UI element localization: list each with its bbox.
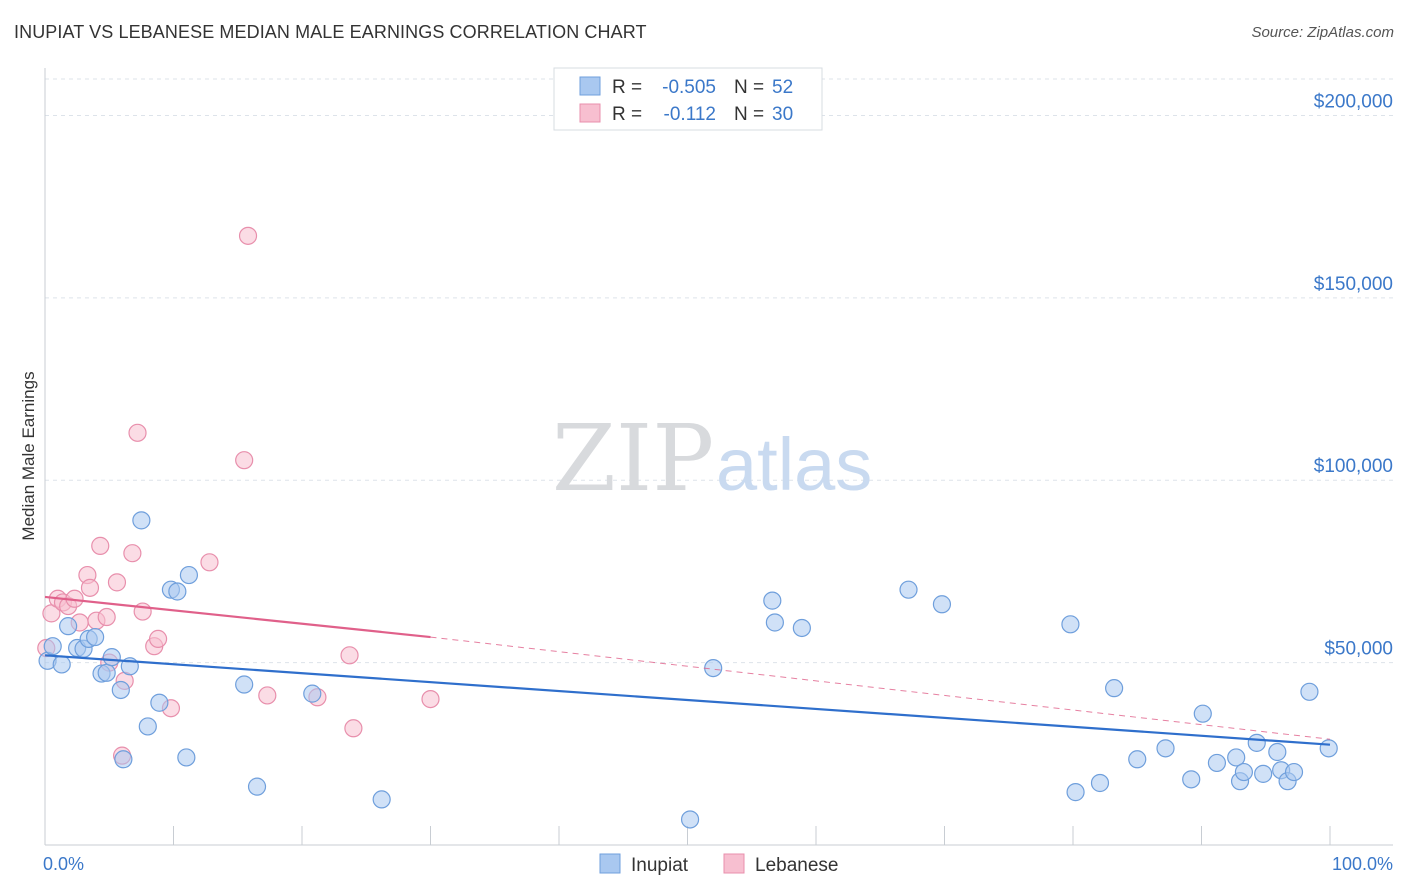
- legend-n-label: N =: [734, 104, 764, 125]
- inupiat-point: [1207, 753, 1227, 773]
- y-tick-label: $100,000: [1314, 456, 1393, 477]
- x-tick-label-min: 0.0%: [43, 854, 84, 874]
- inupiat-point: [1284, 762, 1304, 782]
- inupiat-point: [59, 617, 78, 636]
- inupiat-point: [102, 648, 121, 667]
- inupiat-point: [138, 717, 157, 736]
- legend-n-value-inupiat: 52: [772, 77, 793, 98]
- inupiat-point: [1182, 770, 1201, 789]
- y-tick-label: $50,000: [1324, 639, 1393, 660]
- chart-title: INUPIAT VS LEBANESE MEDIAN MALE EARNINGS…: [14, 22, 647, 42]
- lebanese-trend-line: [44, 595, 431, 639]
- inupiat-point: [247, 777, 267, 796]
- inupiat-point: [177, 748, 196, 767]
- inupiat-point: [86, 627, 105, 647]
- inupiat-series: [38, 511, 1338, 829]
- inupiat-point: [1105, 679, 1124, 698]
- gridlines: [45, 78, 1393, 664]
- inupiat-point: [765, 613, 784, 632]
- lebanese-series: [37, 226, 440, 765]
- source-label: Source: ZipAtlas.com: [1251, 24, 1394, 41]
- bottom-legend-label-inupiat: Inupiat: [631, 855, 689, 876]
- inupiat-point: [97, 663, 116, 682]
- lebanese-trend-line-extension: [430, 636, 1331, 740]
- trend-lines: [44, 595, 1331, 746]
- watermark-zip: ZIP: [552, 405, 714, 512]
- inupiat-trend-line: [44, 654, 1331, 746]
- inupiat-point: [1193, 704, 1212, 723]
- inupiat-point: [372, 790, 391, 809]
- legend-n-label: N =: [734, 77, 764, 98]
- inupiat-point: [1300, 682, 1319, 701]
- inupiat-point: [680, 810, 700, 829]
- legend-r-label: R =: [612, 104, 642, 125]
- x-tick-label-max: 100.0%: [1332, 854, 1393, 874]
- y-tick-labels: $50,000 $100,000 $150,000 $200,000: [1314, 91, 1393, 659]
- y-axis-label: Median Male Earnings: [19, 371, 38, 540]
- inupiat-point: [111, 680, 130, 700]
- lebanese-point: [421, 689, 440, 709]
- inupiat-point: [1156, 739, 1175, 758]
- x-tick-marks: [173, 826, 1331, 845]
- inupiat-point: [763, 591, 782, 610]
- y-tick-label: $150,000: [1314, 274, 1393, 295]
- watermark: ZIP atlas: [552, 405, 872, 512]
- legend-n-value-lebanese: 30: [772, 104, 793, 125]
- inupiat-point: [932, 595, 952, 614]
- lebanese-point: [128, 423, 147, 442]
- bottom-legend-label-lebanese: Lebanese: [755, 855, 838, 876]
- legend: R = -0.505 N = 52 R = -0.112 N = 30: [553, 67, 823, 131]
- inupiat-point: [1128, 750, 1147, 769]
- lebanese-point: [123, 544, 142, 563]
- lebanese-point: [258, 686, 277, 705]
- lebanese-point: [200, 553, 219, 572]
- inupiat-point: [1234, 762, 1254, 782]
- inupiat-point: [792, 618, 811, 638]
- y-tick-label: $200,000: [1314, 91, 1393, 112]
- lebanese-point: [235, 451, 254, 470]
- legend-r-value-inupiat: -0.505: [662, 77, 716, 98]
- lebanese-point: [91, 536, 110, 555]
- inupiat-point: [114, 750, 133, 769]
- lebanese-point: [340, 646, 359, 665]
- inupiat-point: [1268, 742, 1287, 762]
- inupiat-point: [43, 637, 62, 656]
- watermark-atlas: atlas: [716, 423, 872, 506]
- lebanese-point: [107, 573, 127, 592]
- legend-r-value-lebanese: -0.112: [664, 104, 716, 125]
- lebanese-point: [80, 578, 100, 597]
- legend-swatch-lebanese: [579, 103, 601, 123]
- inupiat-point: [132, 511, 151, 530]
- inupiat-point: [1227, 748, 1246, 767]
- inupiat-point: [1254, 764, 1273, 783]
- inupiat-point: [179, 565, 199, 585]
- inupiat-point: [1066, 783, 1085, 802]
- inupiat-point: [52, 655, 71, 674]
- lebanese-point: [148, 629, 168, 649]
- inupiat-point: [168, 582, 187, 601]
- lebanese-point: [97, 607, 116, 627]
- inupiat-point: [303, 684, 322, 703]
- inupiat-point: [1319, 739, 1338, 758]
- bottom-legend-swatch-lebanese: [723, 853, 745, 874]
- inupiat-point: [1061, 615, 1080, 634]
- lebanese-point: [238, 226, 258, 245]
- legend-r-label: R =: [612, 77, 642, 98]
- lebanese-point: [344, 719, 363, 738]
- bottom-legend-swatch-inupiat: [599, 853, 621, 874]
- inupiat-point: [1090, 773, 1110, 793]
- inupiat-point: [235, 675, 254, 694]
- bottom-legend: Inupiat Lebanese: [599, 853, 838, 876]
- inupiat-point: [150, 693, 169, 712]
- legend-swatch-inupiat: [579, 76, 601, 96]
- inupiat-point: [1247, 733, 1266, 752]
- inupiat-point: [899, 580, 918, 599]
